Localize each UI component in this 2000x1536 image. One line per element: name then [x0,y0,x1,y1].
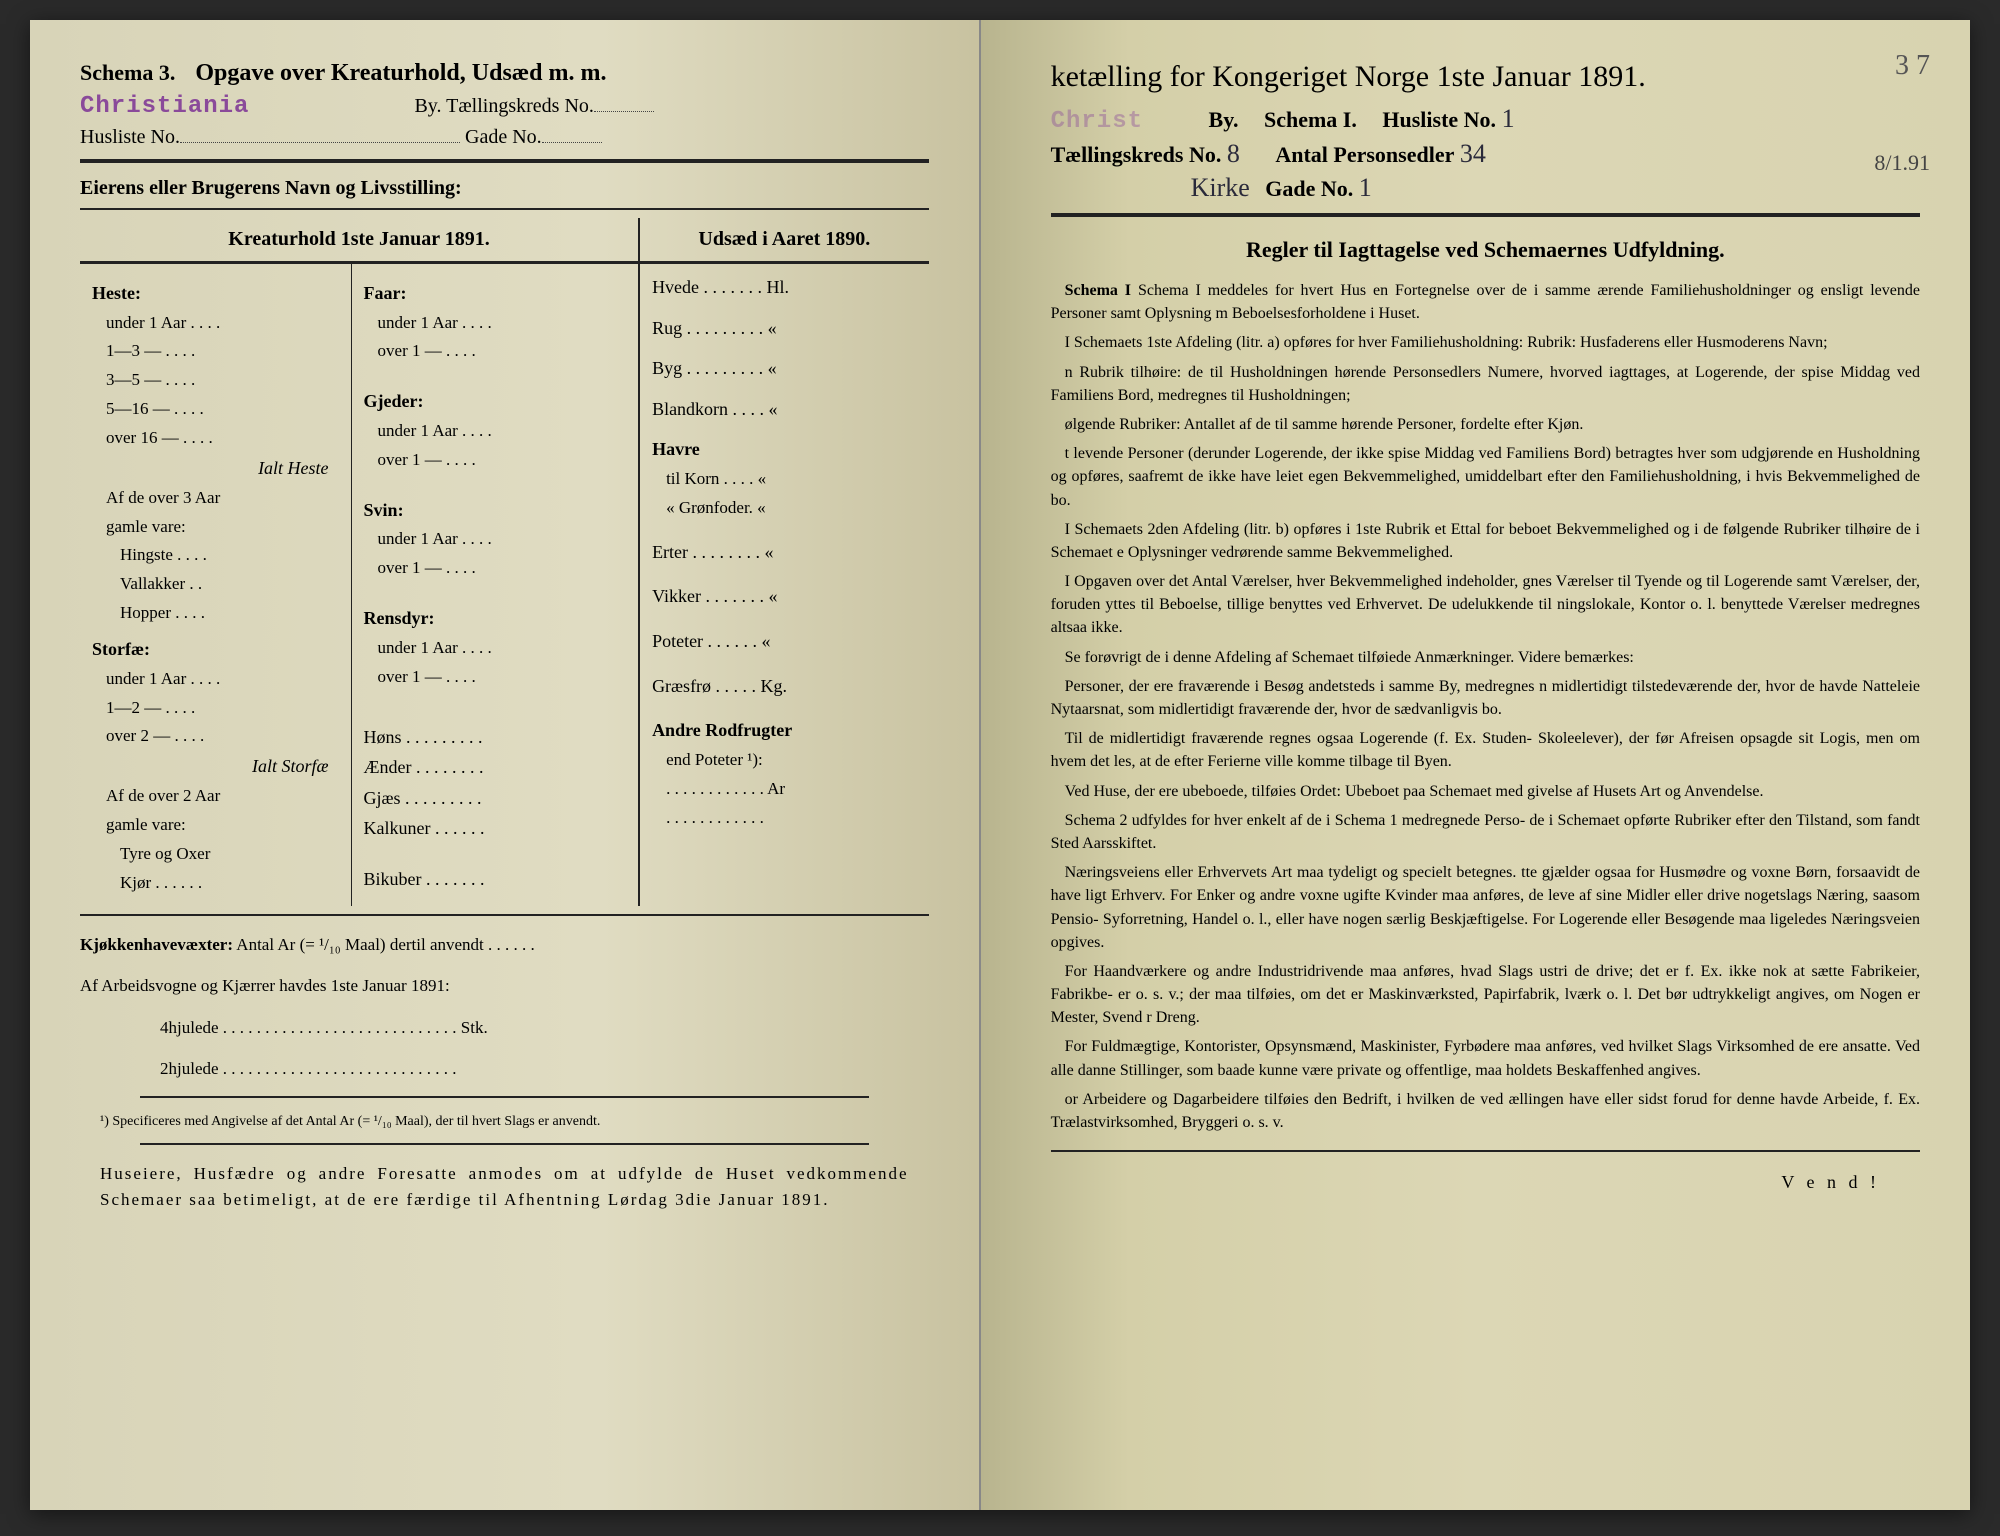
city-stamp-faint: Christ [1051,108,1143,135]
col3-head: Udsæd i Aaret 1890. [640,218,929,262]
city-stamp: Christiania [80,93,249,120]
husliste-value: 1 [1502,104,1515,133]
document-spread: Schema 3. Opgave over Kreaturhold, Udsæd… [30,20,1970,1510]
turn-over: V e n d ! [1051,1172,1920,1193]
husliste-label: Husliste No. [80,126,180,148]
gade-label: Gade No. [465,126,542,148]
margin-date: 8/1.91 [1874,150,1930,176]
census-title: ketælling for Kongeriget Norge 1ste Janu… [1051,60,1920,94]
main-title: Opgave over Kreaturhold, Udsæd m. m. [195,60,606,87]
wagon-label: Af Arbeidsvogne og Kjærrer havdes 1ste J… [80,976,450,995]
antal-value: 34 [1460,139,1486,168]
right-page: 3 7 8/1.91 ketælling for Kongeriget Norg… [981,20,1970,1510]
schema-label: Schema 3. [80,60,175,86]
closing-text: Huseiere, Husfædre og andre Foresatte an… [80,1161,929,1212]
owner-label: Eierens eller Brugerens Navn og Livsstil… [80,177,929,200]
rules-body: Schema I Schema I meddeles for hvert Hus… [1051,279,1920,1134]
footnote: ¹) Specificeres med Angivelse af det Ant… [100,1112,909,1132]
col1-head: Kreaturhold 1ste Januar 1891. [80,218,640,262]
page-number: 3 7 [1895,50,1930,82]
rules-title: Regler til Iagttagelse ved Schemaernes U… [1051,237,1920,263]
data-table: Heste: under 1 Aar . . . . 1—3 — . . . .… [80,262,929,906]
left-page: Schema 3. Opgave over Kreaturhold, Udsæd… [30,20,981,1510]
gade-value: 1 [1359,173,1372,202]
by-label: By. Tællingskreds No. [414,95,593,117]
tkreds-value: 8 [1227,139,1240,168]
street-value: Kirke [1191,173,1250,202]
